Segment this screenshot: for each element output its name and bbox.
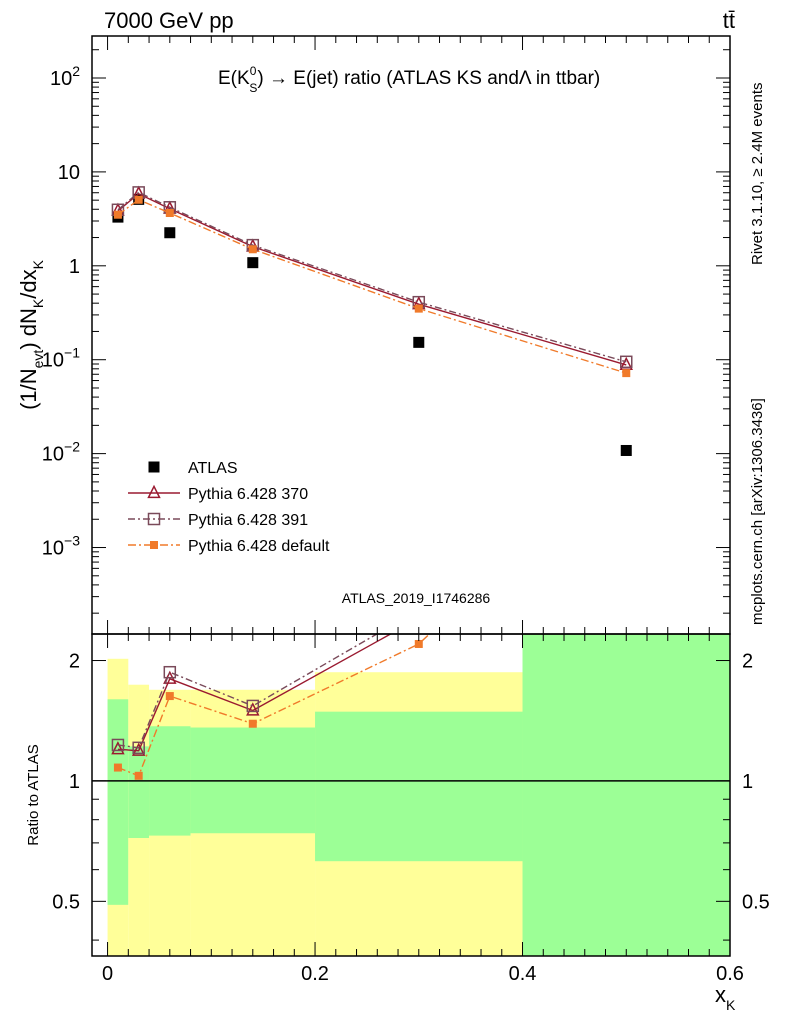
analysis-watermark: ATLAS_2019_I1746286 (342, 590, 491, 606)
legend-entry: Pythia 6.428 391 (128, 512, 308, 529)
data-point (111, 741, 125, 755)
ratio-y-tick-label-left: 2 (69, 651, 80, 673)
x-tick-label: 0 (102, 963, 113, 985)
legend-label: Pythia 6.428 370 (188, 486, 308, 503)
legend-label: Pythia 6.428 default (188, 538, 330, 555)
x-tick-label: 0.6 (716, 963, 744, 985)
data-point (134, 195, 143, 204)
data-point (113, 210, 122, 219)
ratio-y-tick-label-right: 1 (742, 771, 753, 793)
legend-label: ATLAS (188, 460, 238, 477)
data-point (113, 763, 122, 772)
axes-layer: 0 0.2 0.4 0.6 102 10 1 10−1 10−2 10−3 0.5 0.5 1 1 2 2 (42, 36, 770, 985)
data-point (148, 461, 160, 473)
ratio-series-layer (111, 398, 632, 780)
data-point (247, 257, 259, 269)
data-point (246, 699, 260, 713)
data-point (414, 639, 423, 648)
process-label: tt̄ (723, 8, 735, 33)
data-point (620, 355, 633, 369)
ratio-plot-frame (91, 633, 731, 957)
mcplots-label: mcplots.cern.ch [arXiv:1306.3436] (749, 398, 766, 625)
rivet-label: Rivet 3.1.10, ≥ 2.4M events (749, 83, 766, 266)
main-y-axis-label: (1/Nevt) dNK/dxK (16, 259, 46, 410)
data-point (165, 209, 174, 218)
legend-label: Pythia 6.428 391 (188, 512, 308, 529)
series-line (117, 192, 627, 366)
data-point (413, 336, 425, 348)
data-point (165, 692, 174, 701)
ratio-y-tick-label-left: 0.5 (52, 891, 80, 913)
data-point (131, 742, 146, 756)
x-tick-label: 0.4 (509, 963, 537, 985)
ratio-series-line (117, 634, 379, 749)
data-point (621, 409, 632, 420)
y-tick-label: 10 (58, 162, 80, 184)
y-tick-label: 102 (50, 63, 80, 90)
band-inner (522, 634, 730, 956)
y-tick-label: 10−3 (42, 533, 80, 560)
data-point (134, 771, 143, 780)
plot-title: E(K0 S) → E(jet) ratio (ATLAS KS andΛ in … (218, 64, 600, 95)
data-point (147, 484, 161, 499)
data-point (111, 738, 125, 752)
data-point (248, 719, 257, 728)
data-point (248, 245, 257, 254)
ratio-y-axis-label: Ratio to ATLAS (25, 744, 42, 845)
x-axis-label: xK (715, 982, 736, 1013)
data-point (150, 541, 158, 549)
energy-label: 7000 GeV pp (104, 8, 234, 33)
main-series-layer (111, 185, 633, 456)
series-line (117, 191, 627, 363)
data-point (414, 304, 423, 313)
data-point (621, 398, 632, 409)
data-point (132, 741, 145, 755)
data-point (163, 665, 177, 679)
y-tick-label: 10−2 (42, 439, 80, 466)
band-inner (107, 699, 129, 905)
ratio-y-tick-label-right: 0.5 (742, 891, 770, 913)
data-point (413, 612, 424, 623)
legend-entry: Pythia 6.428 default (128, 538, 330, 555)
legend: ATLAS Pythia 6.428 370 Pythia 6.428 391 Pyt… (128, 460, 330, 555)
data-point (164, 227, 176, 239)
y-tick-label: 1 (69, 256, 80, 278)
data-point (147, 512, 161, 526)
x-tick-label: 0.2 (301, 963, 329, 985)
data-point (622, 369, 631, 378)
y-tick-label: 10−1 (42, 345, 80, 372)
legend-entry: ATLAS (148, 460, 238, 477)
band-inner (315, 711, 523, 862)
data-point (246, 702, 260, 716)
ratio-y-tick-label-right: 2 (742, 651, 753, 673)
series-line (117, 198, 627, 374)
legend-entry: Pythia 6.428 370 (128, 484, 308, 503)
band-inner (128, 746, 150, 838)
ratio-y-tick-label-left: 1 (69, 771, 80, 793)
data-point (620, 444, 632, 456)
ratio-uncertainty-bands (92, 634, 730, 956)
